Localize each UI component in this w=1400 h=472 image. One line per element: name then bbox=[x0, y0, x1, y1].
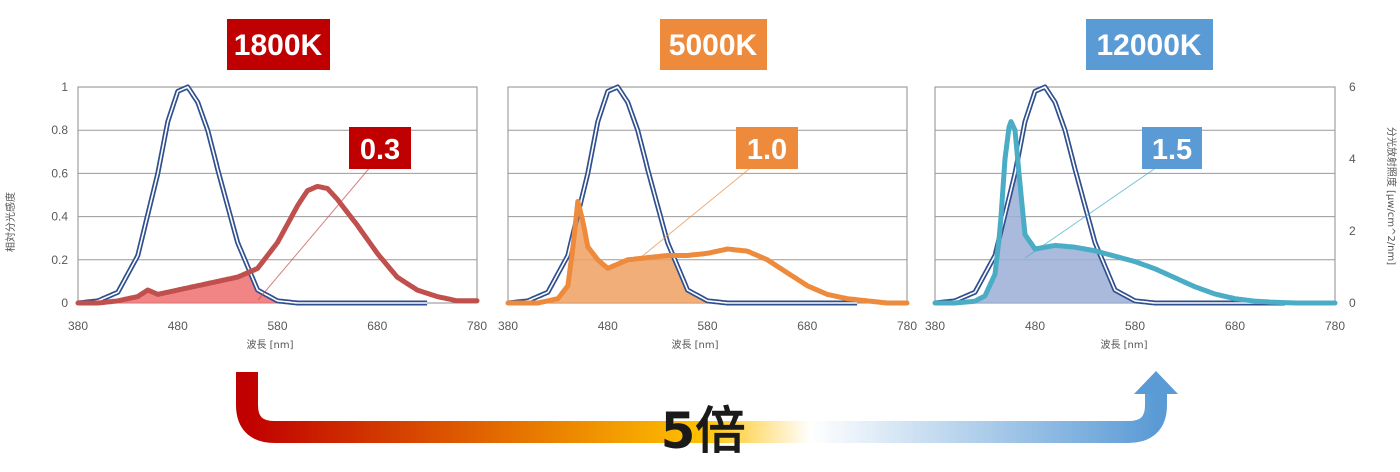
ratio-label-12000k: 1.5 bbox=[1152, 134, 1192, 166]
spectrum-curve-12000k bbox=[932, 119, 1338, 306]
chart-panel-5000k: 5000K 380 480 580 680 780 1.0 波長 [nm] bbox=[498, 19, 917, 351]
badge-5000k-bg bbox=[660, 19, 767, 70]
x-tick-label-1800k: 480 bbox=[168, 319, 188, 333]
x-tick-label-12000k: 780 bbox=[1325, 319, 1345, 333]
x-tick-label-5000k: 380 bbox=[498, 319, 518, 333]
badge-1800k-bg bbox=[227, 19, 330, 70]
overlap-area-1800k bbox=[78, 271, 477, 303]
y-tick-label-1800k: 0.2 bbox=[51, 253, 68, 267]
x-tick-label-12000k: 480 bbox=[1025, 319, 1045, 333]
overlap-area-5000k bbox=[508, 209, 907, 303]
spectrum-curve-5000k bbox=[505, 199, 910, 306]
y-tick-label-1800k: 0.8 bbox=[51, 123, 68, 137]
plot-5000k: 380 480 580 680 780 bbox=[498, 84, 917, 333]
y-tick-label-1800k: 0 bbox=[61, 296, 68, 310]
x-tick-label-5000k: 480 bbox=[598, 319, 618, 333]
x-tick-label-12000k: 680 bbox=[1225, 319, 1245, 333]
plot-1800k: 380 480 580 680 780 0 0.2 0.4 0.6 0.8 1 bbox=[51, 80, 487, 333]
arrow-head-icon bbox=[1134, 371, 1178, 394]
leader-line-12000k bbox=[1024, 164, 1161, 259]
ratio-label-bg-12000k bbox=[1142, 127, 1202, 169]
leader-line-1800k bbox=[257, 164, 373, 301]
badge-1800k: 1800K bbox=[234, 29, 323, 62]
x-tick-label-5000k: 780 bbox=[897, 319, 917, 333]
x-tick-label-5000k: 580 bbox=[697, 319, 717, 333]
y-tick-label-right-12000k: 0 bbox=[1349, 296, 1356, 310]
badge-12000k: 12000K bbox=[1096, 29, 1201, 62]
overlap-area-12000k bbox=[935, 163, 1335, 303]
x-axis-label-1800k: 波長 [nm] bbox=[246, 338, 293, 351]
plot-12000k: 380 480 580 680 780 0 2 4 6 bbox=[925, 80, 1356, 333]
arrow-body bbox=[236, 372, 1167, 443]
y-tick-label-right-12000k: 6 bbox=[1349, 80, 1356, 94]
y-tick-label-1800k: 0.6 bbox=[51, 166, 68, 180]
arrow-label: 5倍 bbox=[661, 402, 746, 460]
spectrum-curve-1800k bbox=[75, 183, 480, 306]
x-tick-label-12000k: 580 bbox=[1125, 319, 1145, 333]
x-tick-label-12000k: 380 bbox=[925, 319, 945, 333]
sensitivity-curve-inner-5000k bbox=[507, 86, 858, 304]
x-tick-label-1800k: 780 bbox=[467, 319, 487, 333]
x-tick-label-5000k: 680 bbox=[797, 319, 817, 333]
y-tick-label-right-12000k: 4 bbox=[1349, 152, 1356, 166]
sensitivity-curve-inner-12000k bbox=[934, 86, 1285, 304]
ratio-label-1800k: 0.3 bbox=[360, 134, 400, 166]
sensitivity-curve-inner-1800k bbox=[77, 86, 428, 304]
x-tick-label-1800k: 380 bbox=[68, 319, 88, 333]
ratio-label-bg-1800k bbox=[349, 127, 411, 169]
x-tick-label-1800k: 680 bbox=[367, 319, 387, 333]
badge-12000k-bg bbox=[1086, 19, 1213, 70]
y-axis-label-left: 相対分光感度 bbox=[4, 192, 17, 252]
y-tick-label-1800k: 1 bbox=[61, 80, 68, 94]
plot-frame-1800k bbox=[77, 86, 478, 304]
badge-5000k: 5000K bbox=[669, 29, 758, 62]
comparison-arrow: 5倍 bbox=[236, 371, 1178, 460]
ratio-label-bg-5000k bbox=[736, 127, 798, 169]
leader-line-5000k bbox=[639, 164, 755, 259]
y-tick-label-right-12000k: 2 bbox=[1349, 224, 1356, 238]
y-axis-label-right: 分光放射照度 [μw/cm^2/nm] bbox=[1385, 127, 1398, 265]
y-tick-label-1800k: 0.4 bbox=[51, 210, 68, 224]
chart-panel-12000k: 12000K 380 480 580 680 780 0 2 4 6 1.5 波長 [nm] 分… bbox=[925, 19, 1398, 351]
x-axis-label-12000k: 波長 [nm] bbox=[1100, 338, 1147, 351]
ratio-label-5000k: 1.0 bbox=[747, 134, 787, 166]
x-axis-label-5000k: 波長 [nm] bbox=[671, 338, 718, 351]
x-tick-label-1800k: 580 bbox=[267, 319, 287, 333]
